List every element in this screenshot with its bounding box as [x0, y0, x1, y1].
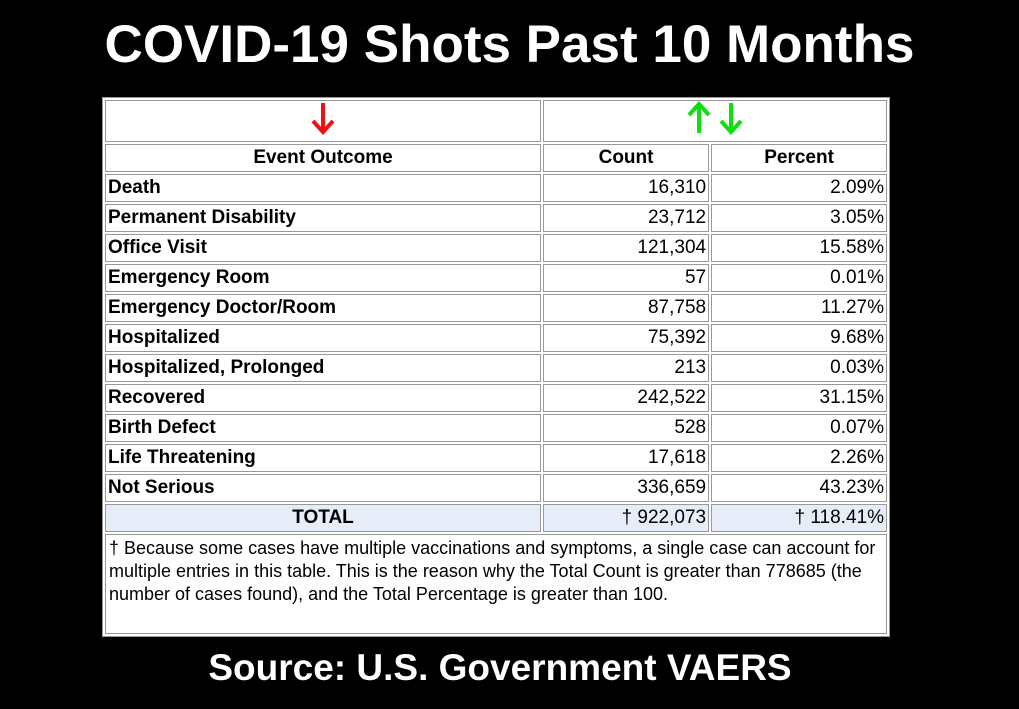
- data-cell: Permanent Disability: [105, 204, 541, 232]
- data-cell: 31.15%: [711, 384, 887, 412]
- up-arrow: [687, 101, 711, 133]
- data-cell: Death: [105, 174, 541, 202]
- data-cell: Emergency Room: [105, 264, 541, 292]
- total-cell: † 922,073: [543, 504, 710, 532]
- data-cell: Recovered: [105, 384, 541, 412]
- data-cell: 242,522: [543, 384, 710, 412]
- data-cell: 2.09%: [711, 174, 887, 202]
- data-cell: 16,310: [543, 174, 710, 202]
- table: Event Outcome Count Percent Death 16,310 2.09…: [102, 97, 890, 637]
- data-row: Death 16,310 2.09%: [105, 174, 887, 202]
- arrow-cell: [105, 100, 541, 142]
- footnote-row: † Because some cases have multiple vacci…: [105, 534, 887, 634]
- data-row: Recovered 242,522 31.15%: [105, 384, 887, 412]
- total-cell: † 118.41%: [711, 504, 887, 532]
- data-cell: Birth Defect: [105, 414, 541, 442]
- data-cell: 528: [543, 414, 710, 442]
- data-cell: Not Serious: [105, 474, 541, 502]
- data-cell: Hospitalized, Prolonged: [105, 354, 541, 382]
- data-row: Not Serious 336,659 43.23%: [105, 474, 887, 502]
- title: COVID-19 Shots Past 10 Months: [104, 15, 915, 74]
- total-cell: TOTAL: [105, 504, 541, 532]
- data-cell: 57: [543, 264, 710, 292]
- data-cell: Life Threatening: [105, 444, 541, 472]
- data-row: Life Threatening 17,618 2.26%: [105, 444, 887, 472]
- head-cell: Event Outcome: [105, 144, 541, 172]
- data-row: Emergency Doctor/Room 87,758 11.27%: [105, 294, 887, 322]
- data-row: Hospitalized, Prolonged 213 0.03%: [105, 354, 887, 382]
- data-cell: 336,659: [543, 474, 710, 502]
- data-row: Hospitalized 75,392 9.68%: [105, 324, 887, 352]
- data-cell: 213: [543, 354, 710, 382]
- data-cell: 3.05%: [711, 204, 887, 232]
- footnote: † Because some cases have multiple vacci…: [105, 534, 887, 634]
- data-row: Office Visit 121,304 15.58%: [105, 234, 887, 262]
- data-row: Permanent Disability 23,712 3.05%: [105, 204, 887, 232]
- data-cell: 0.01%: [711, 264, 887, 292]
- data-cell: 11.27%: [711, 294, 887, 322]
- data-cell: 121,304: [543, 234, 710, 262]
- total-row: TOTAL † 922,073 † 118.41%: [105, 504, 887, 532]
- down-arrow: [311, 103, 335, 135]
- source: Source: U.S. Government VAERS: [208, 647, 792, 688]
- data-cell: 75,392: [543, 324, 710, 352]
- data-row: Birth Defect 528 0.07%: [105, 414, 887, 442]
- data-cell: Hospitalized: [105, 324, 541, 352]
- head-row: Event Outcome Count Percent: [105, 144, 887, 172]
- data-cell: Office Visit: [105, 234, 541, 262]
- data-cell: 43.23%: [711, 474, 887, 502]
- data-cell: 0.03%: [711, 354, 887, 382]
- data-cell: 17,618: [543, 444, 710, 472]
- data-cell: Emergency Doctor/Room: [105, 294, 541, 322]
- head-cell: Count: [543, 144, 710, 172]
- data-cell: 23,712: [543, 204, 710, 232]
- data-cell: 87,758: [543, 294, 710, 322]
- arrow-cell: [543, 100, 887, 142]
- data-cell: 15.58%: [711, 234, 887, 262]
- data-row: Emergency Room 57 0.01%: [105, 264, 887, 292]
- data-cell: 2.26%: [711, 444, 887, 472]
- table-body: Event Outcome Count Percent Death 16,310 2.09…: [105, 100, 887, 634]
- data-cell: 9.68%: [711, 324, 887, 352]
- data-cell: 0.07%: [711, 414, 887, 442]
- head-cell: Percent: [711, 144, 887, 172]
- down-arrow: [719, 103, 743, 135]
- arrow-row: [105, 100, 887, 142]
